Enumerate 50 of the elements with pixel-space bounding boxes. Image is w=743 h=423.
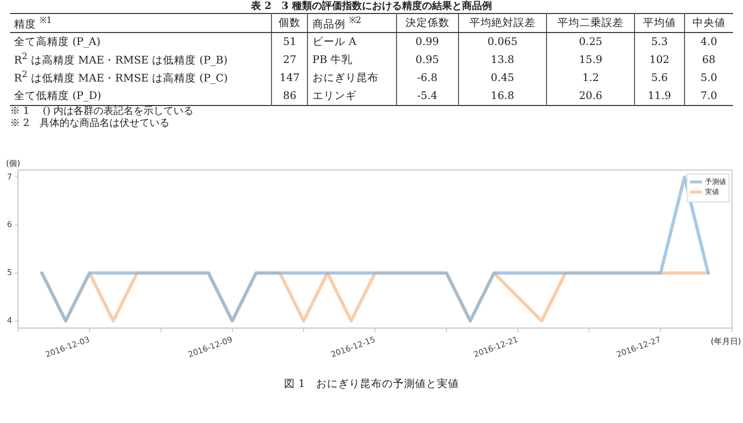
text: 5.6: [651, 72, 668, 84]
x-axis-title: (年月日): [710, 336, 741, 347]
y-axis-title: (個): [6, 158, 20, 169]
text: 4.0: [700, 36, 718, 48]
text: 13.8: [490, 54, 514, 66]
text: 全て低精度 (P_D): [14, 90, 102, 102]
text: R$^{2}$ は高精度 MAE・RMSE は低精度 (P_B): [14, 52, 228, 67]
text: 0.95: [416, 54, 439, 66]
y-tick-label: 6: [6, 220, 12, 230]
category-label: 精度 $^{※1}$: [10, 14, 272, 32]
text: PB 牛乳: [312, 54, 353, 66]
y-tick-label: 7: [6, 172, 12, 182]
text: 27: [283, 54, 296, 66]
text: 0.25: [578, 36, 602, 48]
text: ビール A: [312, 36, 356, 48]
category-label: 平均値: [634, 14, 684, 32]
y-tick-label: 4: [6, 316, 12, 325]
category-label: 平均二乗誤差: [546, 14, 635, 32]
category-label: 商品例 $^{※2}$: [308, 14, 396, 32]
text: おにぎり昆布: [312, 72, 378, 84]
text: 5.3: [651, 36, 668, 48]
text: 51: [283, 36, 296, 48]
text: 16.8: [490, 90, 514, 102]
text: -5.4: [417, 90, 438, 102]
text: 102: [649, 54, 670, 66]
category-label: 中央値: [684, 14, 733, 32]
text: 147: [280, 72, 300, 84]
text: 0.45: [490, 72, 514, 84]
text: 0.99: [416, 36, 439, 48]
text: R$^{2}$ は低精度 MAE・RMSE は高精度 (P_C): [14, 70, 228, 85]
text: 86: [283, 90, 296, 102]
text: 表 2 3 種類の評価指数における精度の結果と商品例: [250, 0, 493, 13]
text: ※ 2 具体的な商品名は伏せている: [10, 118, 171, 130]
y-tick-label: 5: [6, 268, 12, 278]
text: 15.9: [578, 54, 602, 66]
category-label: 決定係数: [396, 14, 458, 32]
text: -6.8: [417, 72, 438, 84]
category-label: 平均絶対誤差: [458, 14, 547, 32]
text: ※ 1 () 内は各群の表記名を示している: [10, 106, 195, 118]
text: 全て高精度 (P_A): [14, 36, 100, 48]
text: 5.0: [700, 72, 718, 84]
text: 20.6: [578, 90, 602, 102]
category-label: 個数: [271, 14, 308, 32]
text: 68: [702, 54, 716, 66]
text: 11.9: [648, 90, 672, 102]
text: エリンギ: [312, 90, 356, 102]
text: 図 1 おにぎり昆布の予測値と実値: [282, 377, 460, 391]
text: 7.0: [700, 90, 718, 102]
text: 0.065: [487, 36, 518, 48]
text: 1.2: [582, 72, 600, 84]
